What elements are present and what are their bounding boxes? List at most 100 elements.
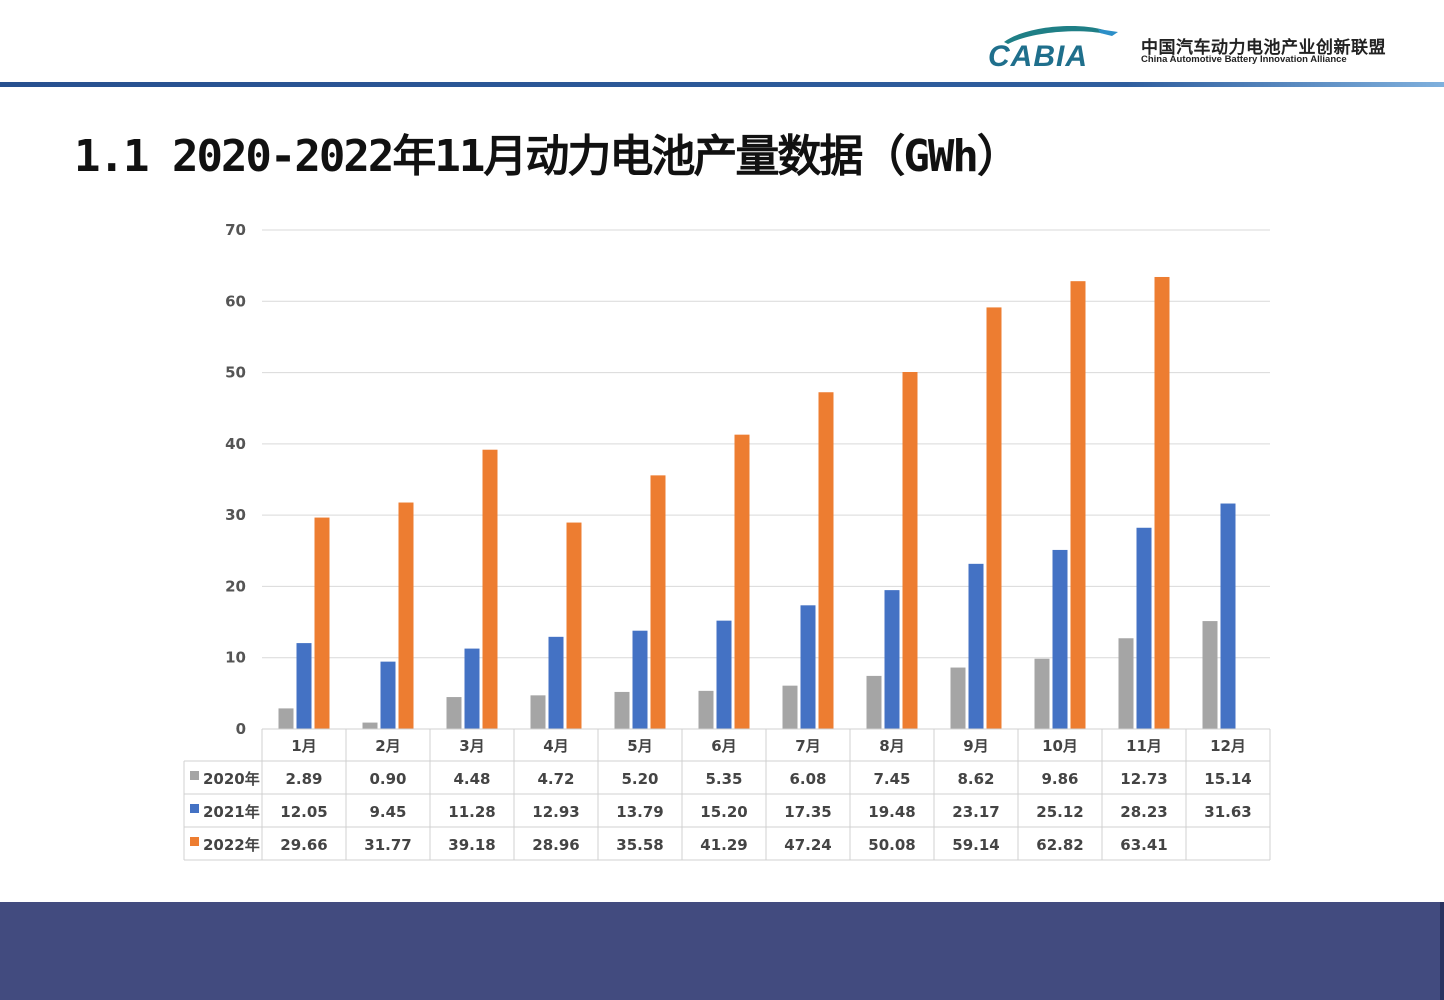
legend-label: 2020年 — [203, 770, 260, 788]
category-label: 6月 — [711, 737, 736, 755]
y-tick-label: 70 — [225, 221, 246, 239]
bar-2021年-1月 — [296, 643, 312, 729]
category-label: 9月 — [963, 737, 988, 755]
data-label: 50.08 — [868, 836, 915, 854]
bar-2020年-1月 — [278, 708, 294, 729]
org-name-cn: 中国汽车动力电池产业创新联盟 — [1141, 38, 1386, 58]
bar-2020年-8月 — [866, 675, 882, 729]
bar-2020年-7月 — [782, 685, 798, 729]
bar-2022年-11月 — [1154, 276, 1170, 729]
legend-label: 2022年 — [203, 836, 260, 854]
data-label: 29.66 — [280, 836, 327, 854]
data-label: 4.48 — [453, 770, 490, 788]
data-label: 23.17 — [952, 803, 999, 821]
data-label: 12.73 — [1120, 770, 1167, 788]
data-label: 8.62 — [957, 770, 994, 788]
bar-2020年-3月 — [446, 697, 462, 729]
category-label: 2月 — [375, 737, 400, 755]
bar-2022年-4月 — [566, 522, 582, 729]
logo-swoosh — [1004, 26, 1106, 44]
footer-band — [0, 902, 1440, 1000]
data-table: 1月 2月 3月 4月 5月 6月 7月 8月 9月 10月 11月 12月 2020年 2.89 0.90… — [183, 728, 1271, 861]
bar-2021年-11月 — [1136, 527, 1152, 729]
bar-2021年-5月 — [632, 630, 648, 729]
data-label: 19.48 — [868, 803, 915, 821]
category-label: 4月 — [543, 737, 568, 755]
category-label: 11月 — [1126, 737, 1162, 755]
data-label: 12.93 — [532, 803, 579, 821]
data-label: 15.14 — [1204, 770, 1251, 788]
legend-swatch — [190, 804, 199, 813]
category-label: 1月 — [291, 737, 316, 755]
bar-2020年-10月 — [1034, 658, 1050, 729]
bar-2020年-6月 — [698, 690, 714, 729]
data-label: 6.08 — [789, 770, 826, 788]
bar-2022年-5月 — [650, 475, 666, 729]
bar-2022年-9月 — [986, 307, 1002, 729]
org-name-en: China Automotive Battery Innovation Alli… — [1141, 54, 1347, 65]
category-label: 5月 — [627, 737, 652, 755]
bar-2022年-2月 — [398, 502, 414, 729]
data-label: 9.86 — [1041, 770, 1078, 788]
bar-2022年-8月 — [902, 372, 918, 729]
y-tick-label: 30 — [225, 506, 246, 524]
footer-edge — [1440, 902, 1444, 1000]
category-label: 3月 — [459, 737, 484, 755]
cabia-logo-mark: CABIA — [988, 26, 1118, 70]
bar-2020年-2月 — [362, 722, 378, 729]
logo-wordmark: CABIA — [988, 40, 1088, 70]
y-tick-label: 50 — [225, 364, 246, 382]
production-bar-chart: 0 10 20 30 40 50 60 70 1月 2月 3月 4月 5月 6月 7月 8月 9月 10月 11月… — [183, 221, 1271, 861]
bar-2020年-4月 — [530, 695, 546, 729]
bar-2021年-6月 — [716, 620, 732, 729]
data-label: 31.63 — [1204, 803, 1251, 821]
data-label: 17.35 — [784, 803, 831, 821]
legend-swatch — [190, 771, 199, 780]
bar-2022年-6月 — [734, 434, 750, 729]
data-label: 25.12 — [1036, 803, 1083, 821]
data-label: 63.41 — [1120, 836, 1167, 854]
category-label: 8月 — [879, 737, 904, 755]
logo-swoosh-tail — [1098, 29, 1118, 36]
data-label: 11.28 — [448, 803, 495, 821]
bar-2021年-12月 — [1220, 503, 1236, 729]
category-label: 7月 — [795, 737, 820, 755]
y-tick-label: 40 — [225, 435, 246, 453]
header-rule — [0, 82, 1444, 87]
data-label: 5.35 — [705, 770, 742, 788]
y-tick-label: 20 — [225, 577, 246, 595]
legend-label: 2021年 — [203, 803, 260, 821]
legend-swatch — [190, 837, 199, 846]
data-label: 5.20 — [621, 770, 658, 788]
data-label: 59.14 — [952, 836, 999, 854]
data-label: 9.45 — [369, 803, 406, 821]
bar-2020年-12月 — [1202, 621, 1218, 729]
y-tick-label: 60 — [225, 292, 246, 310]
data-label: 28.23 — [1120, 803, 1167, 821]
bar-2022年-10月 — [1070, 281, 1086, 729]
y-tick-label: 10 — [225, 649, 246, 667]
data-label: 13.79 — [616, 803, 663, 821]
data-label: 28.96 — [532, 836, 579, 854]
data-label: 2.89 — [285, 770, 322, 788]
bar-2020年-5月 — [614, 691, 630, 729]
bar-2020年-11月 — [1118, 638, 1134, 729]
bar-2022年-3月 — [482, 449, 498, 729]
data-label: 47.24 — [784, 836, 831, 854]
data-label: 31.77 — [364, 836, 411, 854]
data-label: 39.18 — [448, 836, 495, 854]
bar-2021年-7月 — [800, 605, 816, 729]
bar-2022年-7月 — [818, 392, 834, 729]
data-label: 15.20 — [700, 803, 747, 821]
y-tick-label: 0 — [236, 720, 246, 738]
bars — [278, 276, 1236, 729]
bar-2021年-3月 — [464, 648, 480, 729]
data-label: 35.58 — [616, 836, 663, 854]
bar-2021年-2月 — [380, 661, 396, 729]
category-label: 10月 — [1042, 737, 1078, 755]
data-label: 41.29 — [700, 836, 747, 854]
bar-2020年-9月 — [950, 667, 966, 729]
y-axis-ticks: 0 10 20 30 40 50 60 70 — [225, 221, 246, 738]
data-label: 12.05 — [280, 803, 327, 821]
data-label: 0.90 — [369, 770, 406, 788]
